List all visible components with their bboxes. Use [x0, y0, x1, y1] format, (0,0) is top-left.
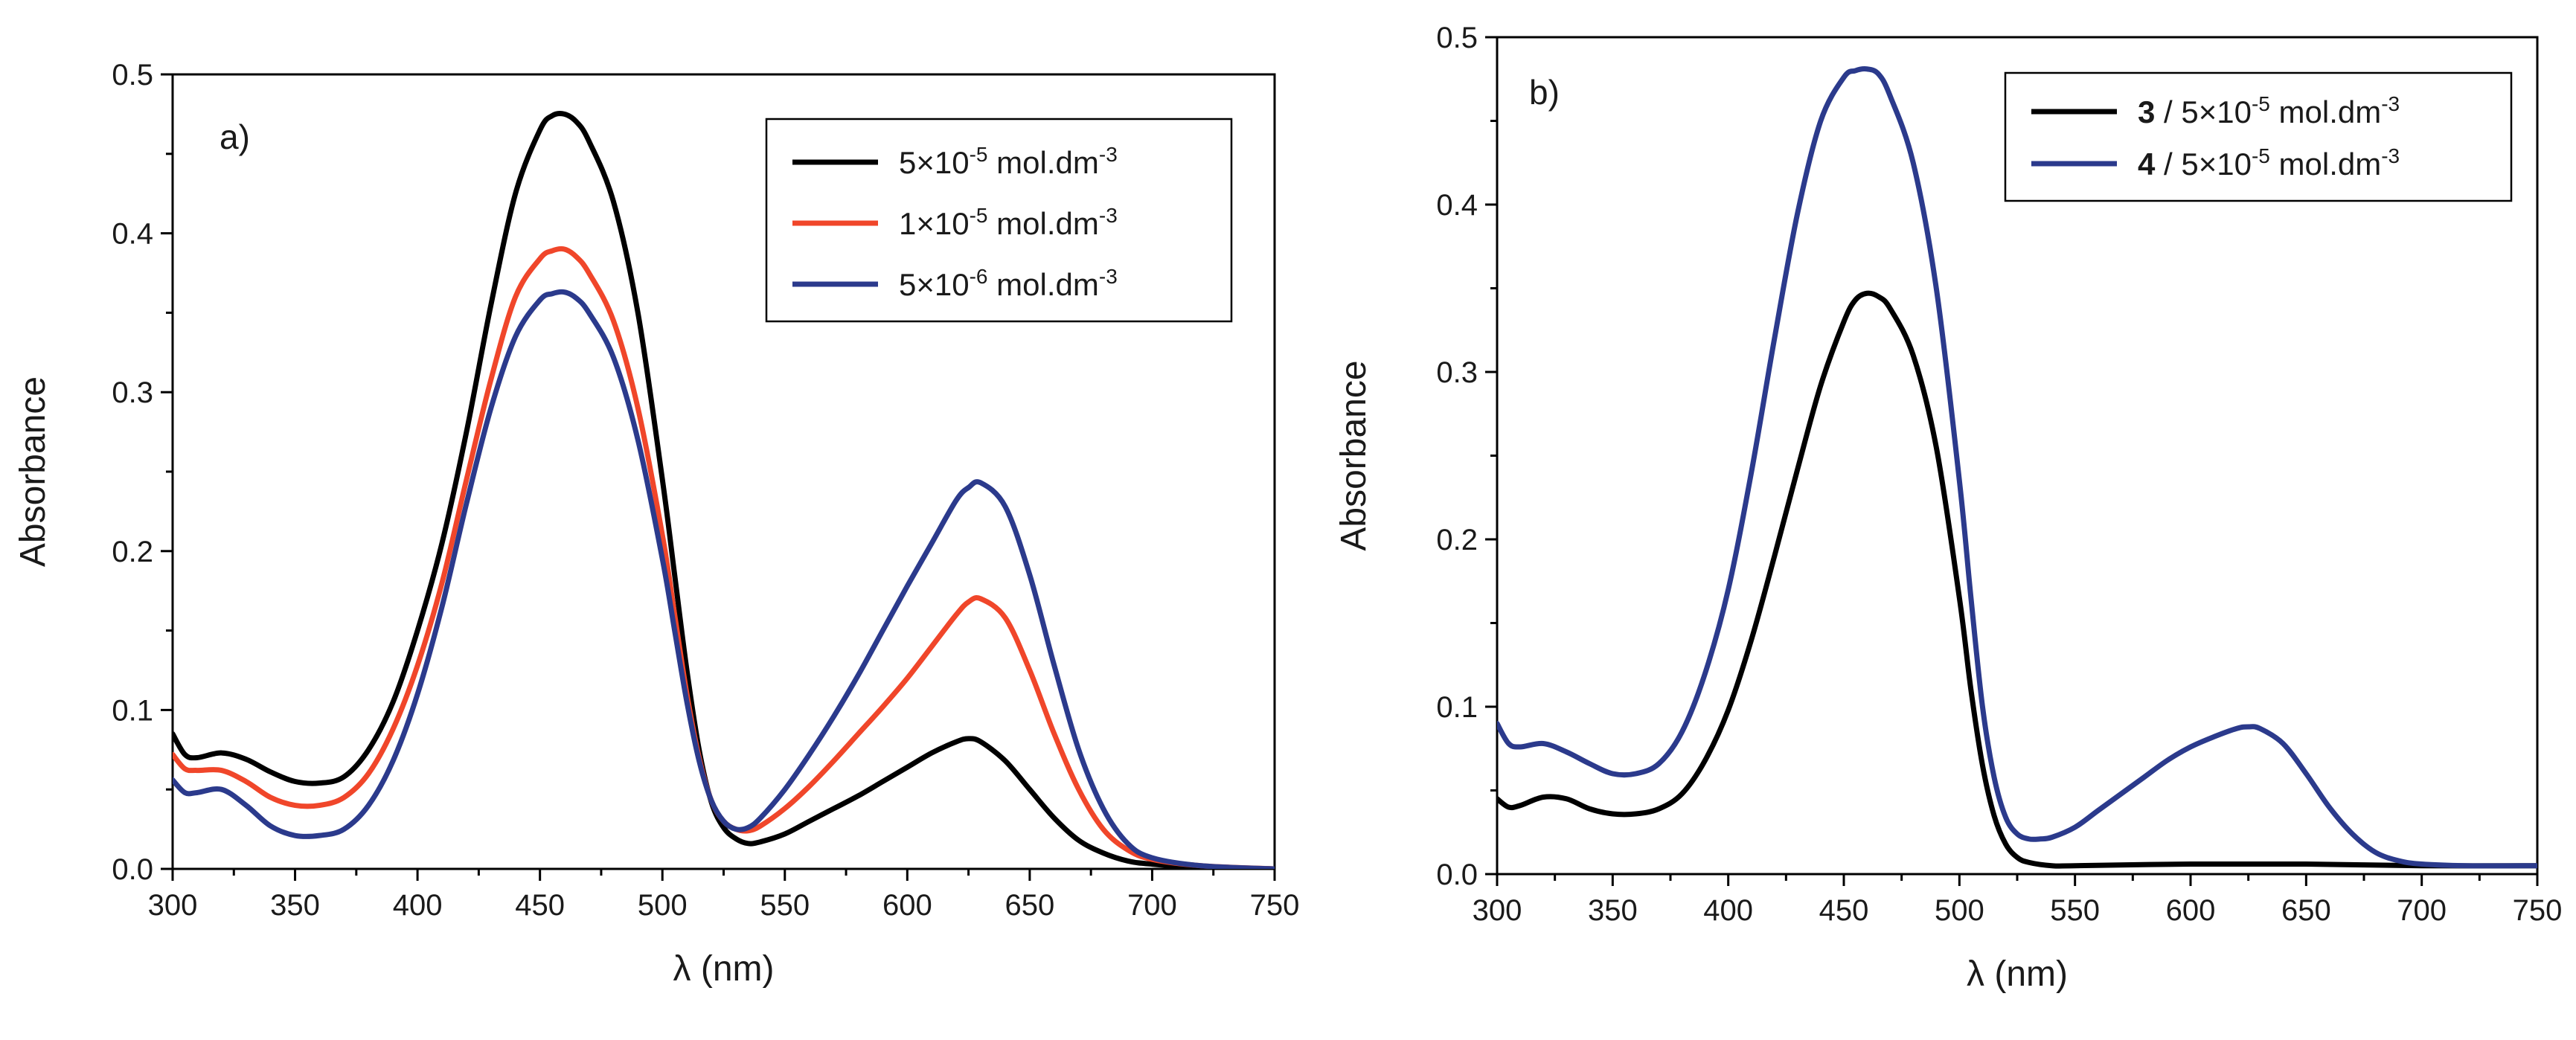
x-tick-label: 450 — [515, 889, 565, 922]
y-tick-label: 0.2 — [112, 536, 153, 568]
x-tick-label: 400 — [1703, 894, 1753, 927]
y-tick-label: 0.4 — [112, 218, 153, 251]
x-tick-label: 400 — [393, 889, 443, 922]
x-tick-label: 600 — [882, 889, 932, 922]
x-tick-label: 550 — [760, 889, 810, 922]
x-tick-label: 650 — [2281, 894, 2331, 927]
chart-panel-a: 300 350 400 450 500 550 600 650 700 750 0.0 0.1 0.2 0… — [13, 59, 1299, 989]
x-tick-label: 350 — [270, 889, 320, 922]
y-tick-label: 0.4 — [1436, 189, 1478, 222]
legend-label: 4 / 5×10-5 mol.dm-3 — [2138, 144, 2400, 182]
y-tick-label: 0.3 — [112, 376, 153, 409]
series-line-1 — [173, 245, 1275, 869]
legend-box — [765, 118, 1233, 323]
x-tick-label: 650 — [1005, 889, 1055, 922]
x-tick-label: 450 — [1819, 894, 1869, 927]
y-tick-label: 0.2 — [1436, 524, 1478, 556]
panel-label: b) — [1529, 73, 1560, 112]
panel-label: a) — [220, 118, 250, 156]
series-line-0 — [1497, 290, 2537, 869]
y-tick-label: 0.0 — [1436, 858, 1478, 891]
legend-label: 1×10-5 mol.dm-3 — [899, 204, 1118, 241]
y-tick-label: 0.0 — [112, 853, 153, 886]
series-line-2 — [173, 289, 1275, 869]
y-axis-title: Absorbance — [13, 376, 53, 567]
x-tick-label: 500 — [638, 889, 688, 922]
series-line-0 — [173, 111, 1275, 869]
y-tick-label: 0.5 — [1436, 22, 1478, 54]
legend-label: 5×10-6 mol.dm-3 — [899, 265, 1118, 302]
x-axis-title: λ (nm) — [1967, 954, 2068, 994]
legend-label: 5×10-5 mol.dm-3 — [899, 143, 1118, 180]
x-tick-label: 350 — [1588, 894, 1638, 927]
x-tick-label: 550 — [2050, 894, 2100, 927]
y-tick-label: 0.1 — [112, 694, 153, 727]
legend-label: 3 / 5×10-5 mol.dm-3 — [2138, 92, 2400, 129]
legend-box — [2004, 71, 2513, 202]
chart-panel-b: 300 350 400 450 500 550 600 650 700 750 0.0 0.1 0.2 0… — [1334, 22, 2562, 994]
y-tick-label: 0.1 — [1436, 691, 1478, 724]
x-tick-label: 300 — [148, 889, 198, 922]
y-tick-label: 0.3 — [1436, 356, 1478, 389]
series-line-1 — [1497, 66, 2537, 869]
x-tick-label: 600 — [2166, 894, 2216, 927]
x-tick-label: 300 — [1473, 894, 1522, 927]
x-tick-label: 500 — [1935, 894, 1984, 927]
legend: 5×10-5 mol.dm-3 1×10-5 mol.dm-3 5×10-6 mol… — [765, 118, 1233, 323]
x-tick-label: 750 — [2513, 894, 2563, 927]
x-tick-label: 750 — [1250, 889, 1300, 922]
legend: 3 / 5×10-5 mol.dm-3 4 / 5×10-5 mol.dm-3 — [2004, 71, 2513, 202]
x-axis-title: λ (nm) — [673, 949, 775, 989]
y-tick-label: 0.5 — [112, 59, 153, 92]
y-axis-title: Absorbance — [1334, 360, 1374, 551]
x-tick-label: 700 — [1127, 889, 1177, 922]
x-tick-label: 700 — [2397, 894, 2447, 927]
